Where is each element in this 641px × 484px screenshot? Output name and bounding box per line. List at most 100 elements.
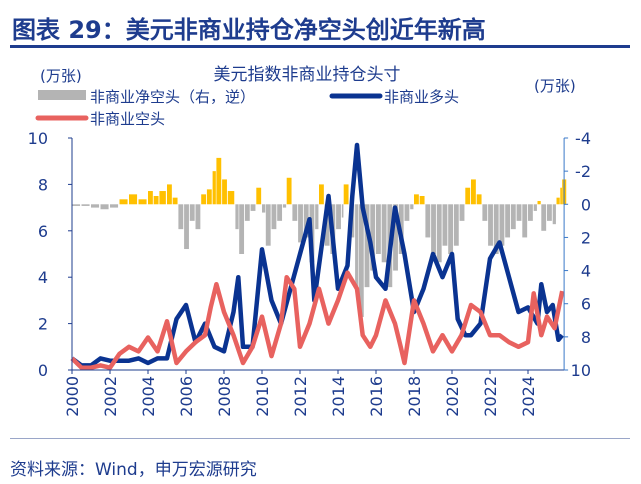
chart: 美元指数非商业持仓头寸 (万张) (万张) 非商业净空头（右，逆） 非商业多头 … xyxy=(28,65,591,417)
net-short-bar xyxy=(537,200,541,205)
net-short-bar xyxy=(129,194,138,205)
left-tick-label: 10 xyxy=(28,129,48,148)
legend-label-net-short: 非商业净空头（右，逆） xyxy=(90,88,255,106)
net-short-bar xyxy=(355,204,359,288)
net-short-bar xyxy=(404,204,410,221)
x-tick-label: 2018 xyxy=(405,376,424,417)
legend-swatch-net-short xyxy=(38,90,86,100)
net-short-bar xyxy=(271,204,277,230)
net-short-bar xyxy=(336,204,341,230)
x-tick-label: 2000 xyxy=(63,376,82,417)
net-short-bar xyxy=(91,204,100,208)
net-short-bar xyxy=(499,204,505,246)
net-short-bar xyxy=(298,204,303,243)
axes: 0 2 4 6 8 10 -4 -2 0 2 4 6 8 10 2000 2002 2004 2006 2008 20… xyxy=(28,129,591,417)
x-tick-label: 2020 xyxy=(443,376,462,417)
net-short-bar xyxy=(138,199,147,205)
net-short-bar xyxy=(476,194,482,205)
net-short-bar xyxy=(505,204,511,238)
net-short-bar xyxy=(319,184,324,205)
x-tick-label: 2010 xyxy=(253,376,272,417)
net-short-bar xyxy=(471,179,476,205)
right-tick-label: 6 xyxy=(581,295,591,314)
right-axis-unit: (万张) xyxy=(534,77,576,95)
x-tick-label: 2006 xyxy=(177,376,196,417)
net-short-bar xyxy=(159,191,166,205)
net-short-bar xyxy=(453,204,459,246)
net-short-bar xyxy=(419,196,425,205)
net-short-bar xyxy=(292,204,298,221)
net-short-bar xyxy=(282,204,287,208)
net-short-bar xyxy=(153,196,159,205)
net-short-bar xyxy=(493,204,499,254)
net-short-bar xyxy=(303,204,309,238)
net-short-bar xyxy=(442,204,448,246)
x-tick-label: 2002 xyxy=(101,376,120,417)
net-short-bar xyxy=(376,204,381,254)
footer-divider xyxy=(10,438,630,439)
chart-title: 美元指数非商业持仓头寸 xyxy=(214,65,401,85)
net-short-bar xyxy=(216,157,222,205)
right-tick-label: -4 xyxy=(575,129,591,148)
net-short-bar xyxy=(436,204,442,263)
net-short-bar xyxy=(100,204,109,210)
net-short-bar xyxy=(425,204,431,238)
net-short-bar xyxy=(556,197,560,205)
net-short-bar xyxy=(528,204,533,221)
net-short-bar xyxy=(552,204,556,225)
net-short-bar xyxy=(364,204,370,288)
net-short-bar xyxy=(324,204,330,246)
net-short-bar xyxy=(184,204,189,250)
source-note: 资料来源：Wind，申万宏源研究 xyxy=(10,460,257,480)
net-short-bar xyxy=(560,187,562,205)
net-short-bar xyxy=(488,204,493,246)
legend: 非商业净空头（右，逆） 非商业多头 非商业空头 xyxy=(35,88,459,128)
x-tick-label: 2024 xyxy=(519,376,538,417)
net-short-bar xyxy=(250,204,256,211)
right-tick-label: -2 xyxy=(575,162,591,181)
left-tick-label: 4 xyxy=(38,268,48,287)
net-short-bar xyxy=(239,204,245,254)
net-short-bar xyxy=(201,194,207,205)
net-short-bar xyxy=(189,204,195,221)
net-short-bar xyxy=(178,204,184,230)
net-short-bar xyxy=(206,189,212,205)
legend-label-short: 非商业空头 xyxy=(90,110,165,128)
x-tick-label: 2012 xyxy=(291,376,310,417)
left-tick-label: 0 xyxy=(38,361,48,380)
net-short-bar xyxy=(315,204,319,230)
net-short-bar xyxy=(522,204,528,238)
short-series-line xyxy=(70,270,565,370)
net-short-bar xyxy=(262,204,266,213)
left-tick-label: 8 xyxy=(38,175,48,194)
net-short-bar xyxy=(286,177,292,205)
net-short-bar xyxy=(547,204,552,221)
net-short-bar xyxy=(465,187,471,205)
net-short-bar xyxy=(277,204,283,221)
net-short-bar xyxy=(235,204,239,230)
left-axis-unit: (万张) xyxy=(40,67,82,85)
x-tick-label: 2022 xyxy=(481,376,500,417)
net-short-bar xyxy=(459,204,465,221)
net-short-bar xyxy=(212,171,216,205)
net-short-bar xyxy=(227,191,235,205)
net-short-bar xyxy=(222,179,227,205)
long-series-line xyxy=(70,142,564,368)
net-short-bar xyxy=(244,204,250,221)
net-short-bar xyxy=(110,204,119,208)
left-tick-label: 6 xyxy=(38,222,48,241)
net-short-bar xyxy=(265,204,271,246)
title-underline xyxy=(10,45,630,48)
net-short-bar xyxy=(119,199,128,205)
page-title: 图表 29：美元非商业持仓净空头创近年新高 xyxy=(12,16,486,44)
net-short-bar xyxy=(72,204,81,206)
x-tick-label: 2004 xyxy=(139,376,158,417)
x-tick-label: 2014 xyxy=(329,376,348,417)
net-short-bar xyxy=(510,204,516,230)
left-tick-label: 2 xyxy=(38,315,48,334)
right-tick-label: 4 xyxy=(581,262,591,281)
net-short-bar xyxy=(482,204,488,221)
net-short-bar xyxy=(370,204,376,271)
net-short-bar xyxy=(393,204,398,271)
net-short-bar xyxy=(541,204,547,231)
